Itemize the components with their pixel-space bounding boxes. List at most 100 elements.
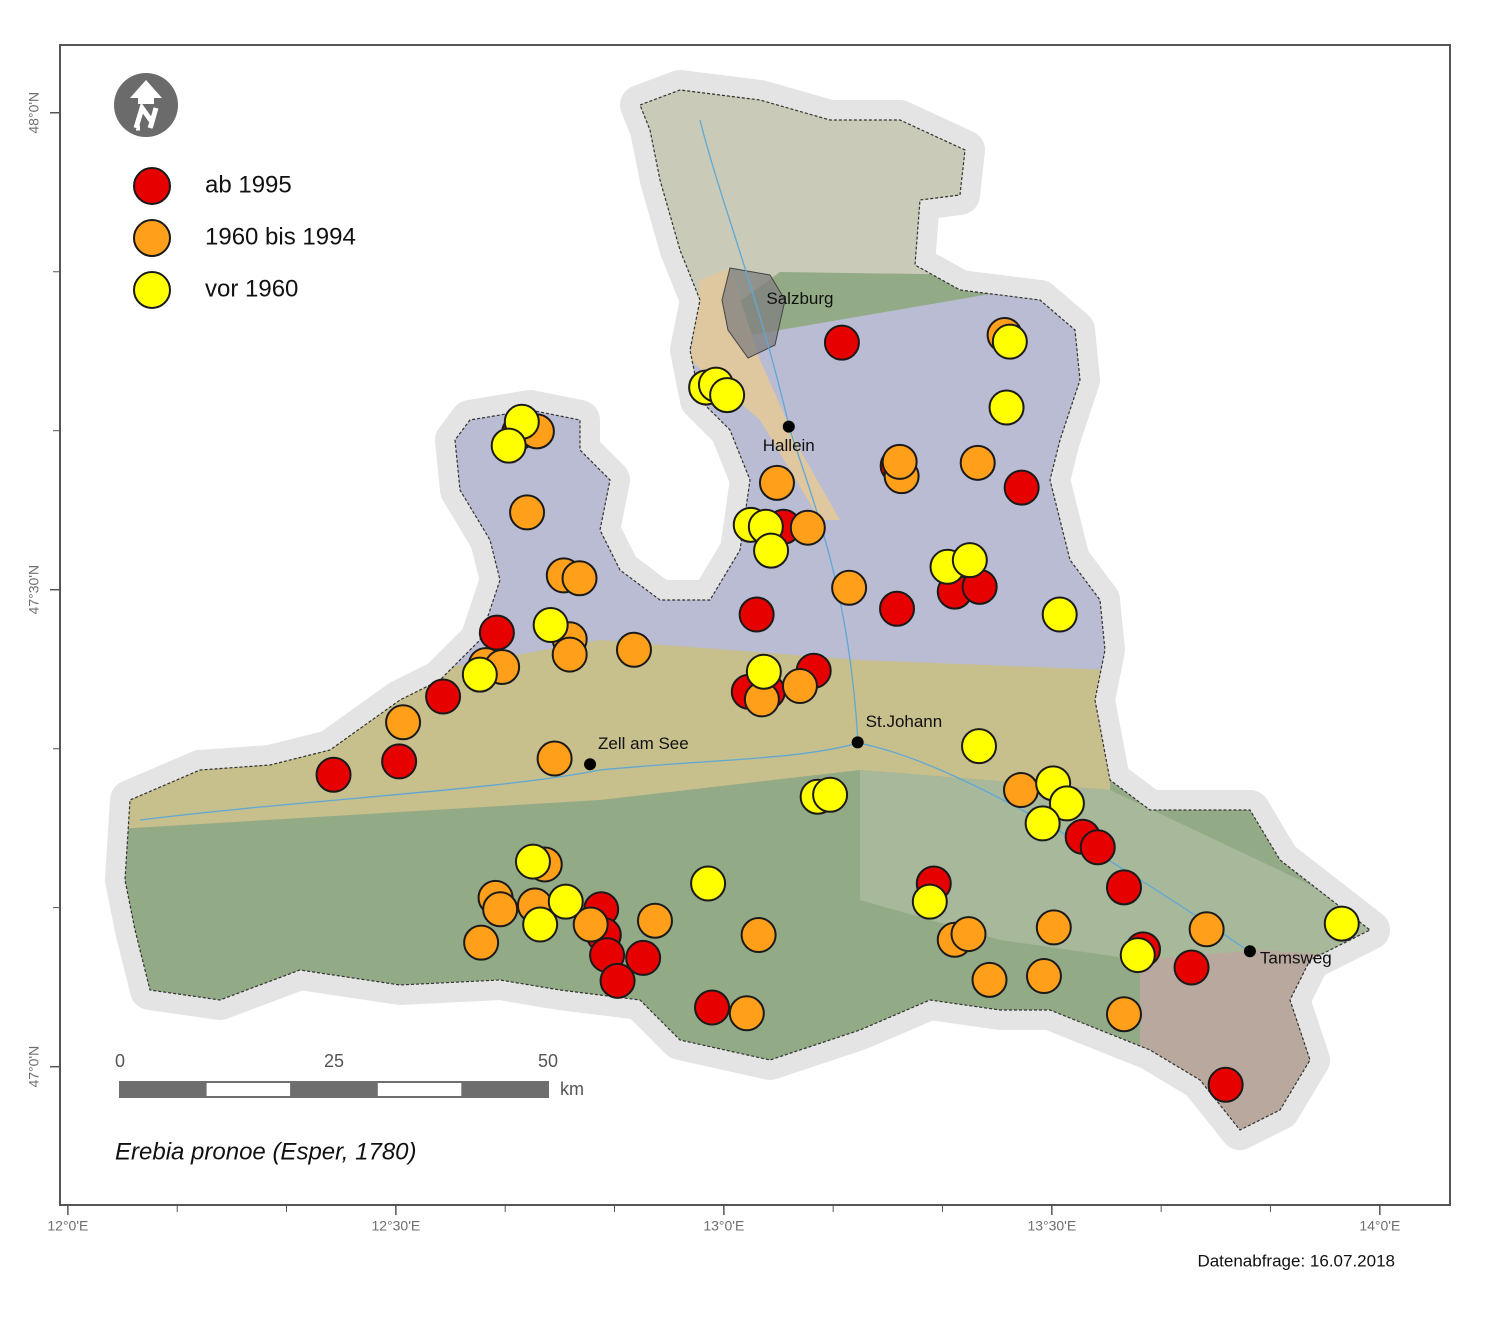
observations <box>315 317 1360 1103</box>
observation <box>1188 911 1225 948</box>
observation <box>463 924 500 961</box>
observation <box>1323 905 1360 942</box>
x-tick-label: 12°30'E <box>371 1218 420 1234</box>
observation <box>740 917 777 954</box>
observation <box>482 891 519 928</box>
observation <box>812 776 849 813</box>
legend-label: ab 1995 <box>205 171 292 198</box>
observation <box>1041 596 1078 633</box>
observation <box>625 939 662 976</box>
observation <box>738 596 775 633</box>
observation <box>381 743 418 780</box>
scale-label: 25 <box>324 1051 344 1071</box>
observation <box>690 865 727 902</box>
observation <box>728 995 765 1032</box>
observation <box>315 756 352 793</box>
legend: ab 1995 1960 bis 1994 vor 1960 <box>133 167 356 309</box>
observation <box>478 614 515 651</box>
query-date: Datenabfrage: 16.07.2018 <box>1197 1251 1395 1270</box>
observation <box>599 962 636 999</box>
north-arrow-head <box>130 80 162 104</box>
legend-swatch <box>133 167 171 205</box>
scale-label: 0 <box>115 1051 125 1071</box>
observation <box>988 389 1025 426</box>
city-label: Salzburg <box>766 289 833 308</box>
observation <box>745 653 782 690</box>
x-tick-label: 13°30'E <box>1027 1218 1076 1234</box>
observation <box>561 560 598 597</box>
observation <box>1048 785 1085 822</box>
x-tick-label: 14°0'E <box>1359 1218 1400 1234</box>
observation <box>1119 937 1156 974</box>
north-arrow-disc <box>114 73 178 137</box>
observation <box>532 607 569 643</box>
legend-swatch <box>133 271 171 309</box>
observation <box>461 656 498 693</box>
y-tick-label: 47°0'N <box>26 1046 42 1088</box>
y-tick-label: 47°30'N <box>26 565 42 615</box>
observation <box>514 843 551 880</box>
observation <box>551 636 588 673</box>
city-dot <box>782 420 795 433</box>
observation <box>1024 805 1061 842</box>
observation <box>971 961 1008 998</box>
city-dot <box>851 736 864 749</box>
legend-swatch <box>133 219 171 257</box>
observation <box>961 728 998 765</box>
observation <box>1003 469 1040 506</box>
region-north <box>610 90 990 330</box>
observation <box>881 443 918 480</box>
region-east <box>860 770 1370 960</box>
y-tick-label: 48°0'N <box>26 92 42 134</box>
observation <box>991 323 1028 360</box>
x-tick-label: 13°0'E <box>703 1218 744 1234</box>
city-dot <box>1243 945 1256 958</box>
state-border <box>124 89 1372 1131</box>
observation <box>1025 958 1062 995</box>
legend-label: 1960 bis 1994 <box>205 223 356 250</box>
observation <box>950 916 987 953</box>
scale-segment <box>461 1081 549 1098</box>
observation <box>636 902 673 939</box>
city-area <box>721 267 786 359</box>
observation <box>536 740 573 777</box>
species-name: Erebia pronoe (Esper, 1780) <box>115 1138 417 1165</box>
north-arrow-letter <box>133 102 159 131</box>
city-label: St.Johann <box>866 712 943 731</box>
observation <box>1173 949 1210 986</box>
north-arrow <box>114 73 178 137</box>
observation <box>758 464 795 501</box>
scale-segment <box>290 1081 378 1098</box>
observation <box>823 324 860 361</box>
observation <box>831 569 868 606</box>
scale-segment <box>204 1081 293 1098</box>
city-label: Zell am See <box>598 734 689 753</box>
observation <box>1105 869 1142 906</box>
observation <box>572 906 609 943</box>
observation <box>1105 996 1142 1033</box>
observation <box>1079 829 1116 866</box>
observation <box>959 444 996 481</box>
scale-label: 50 <box>538 1051 558 1071</box>
scale-segment <box>119 1081 207 1098</box>
observation <box>951 542 988 579</box>
observation <box>911 883 948 920</box>
observation <box>694 989 731 1026</box>
observation <box>547 883 584 920</box>
observation <box>1035 909 1072 946</box>
scale-segment <box>375 1081 464 1098</box>
observation <box>781 668 818 705</box>
axes: 12°0'E 12°30'E 13°0'E 13°30'E 14°0'E 48°0'N 47… <box>26 92 1401 1234</box>
city-label: Hallein <box>763 436 815 455</box>
observation <box>385 704 422 741</box>
observation <box>879 590 916 627</box>
region-corridor <box>690 268 840 520</box>
observation <box>490 427 527 464</box>
scale-unit: km <box>560 1079 584 1099</box>
observation <box>709 377 746 414</box>
observation <box>789 509 826 546</box>
x-tick-label: 12°0'E <box>47 1218 88 1234</box>
observation <box>1207 1066 1244 1103</box>
city-dot <box>584 758 597 771</box>
